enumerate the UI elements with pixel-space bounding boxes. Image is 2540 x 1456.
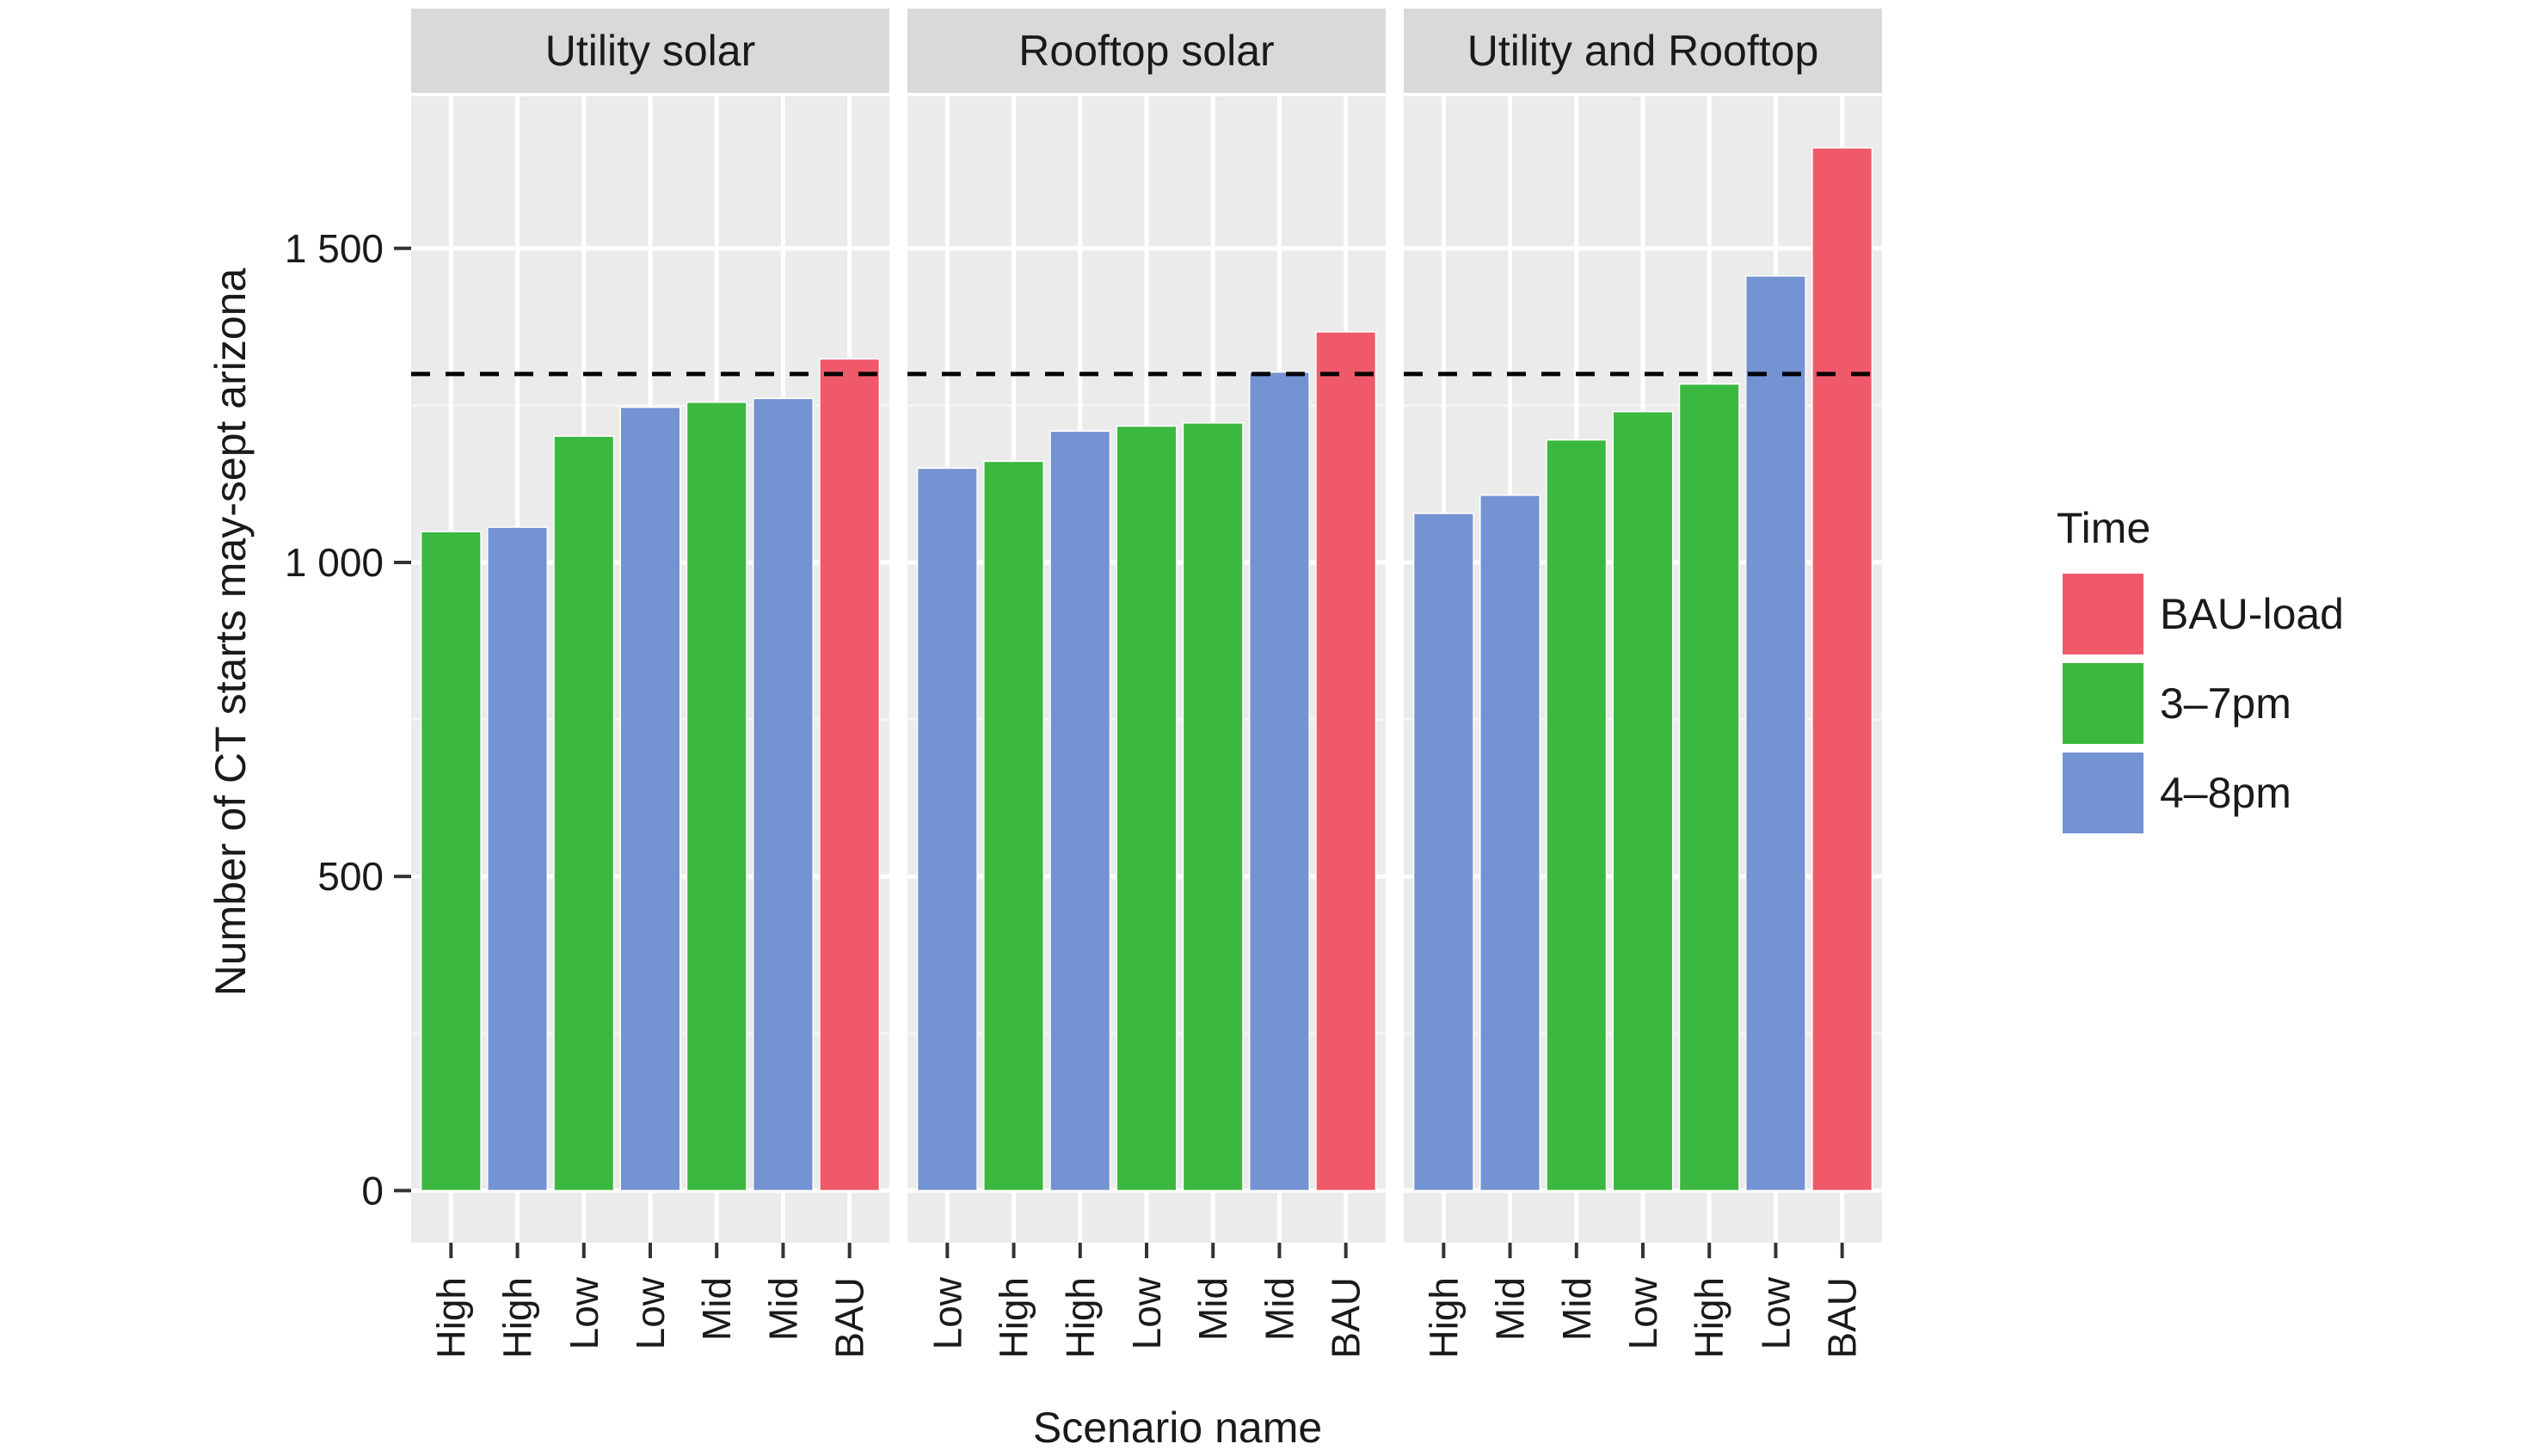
bar bbox=[1546, 439, 1608, 1192]
x-tick-label: Mid bbox=[1190, 1277, 1235, 1341]
bar bbox=[1612, 410, 1674, 1192]
x-tick-label: Low bbox=[1124, 1276, 1169, 1349]
facet-panel: Rooftop solar Low High High Low Mid Mid BAU bbox=[907, 9, 1386, 1359]
x-tick-label: High bbox=[1058, 1277, 1103, 1359]
bar bbox=[1315, 331, 1377, 1192]
bar bbox=[1116, 425, 1178, 1192]
facet-strip bbox=[411, 9, 889, 93]
bar bbox=[1811, 147, 1873, 1192]
x-tick-label: Low bbox=[562, 1276, 606, 1349]
legend-key bbox=[2061, 661, 2145, 746]
y-tick-label: 0 bbox=[361, 1168, 384, 1213]
legend-key bbox=[2061, 751, 2145, 835]
bar bbox=[916, 467, 978, 1192]
bar bbox=[686, 401, 747, 1192]
x-tick-label: High bbox=[428, 1277, 473, 1359]
bar bbox=[553, 435, 615, 1192]
x-tick-label: High bbox=[1687, 1277, 1731, 1359]
x-tick-label: Mid bbox=[694, 1277, 739, 1341]
legend-title: Time bbox=[2057, 504, 2150, 552]
x-tick-label: Mid bbox=[1554, 1277, 1599, 1341]
y-tick-label: 1 500 bbox=[285, 226, 384, 271]
facet-strip-title: Utility solar bbox=[545, 27, 755, 75]
bar bbox=[1678, 383, 1740, 1192]
bar bbox=[1412, 513, 1474, 1192]
legend: Time BAU-load 3–7pm 4–8pm bbox=[2057, 504, 2344, 835]
facet-strip bbox=[1404, 9, 1882, 93]
x-tick-label: BAU bbox=[1324, 1277, 1368, 1359]
bar bbox=[420, 531, 482, 1192]
x-tick-label: High bbox=[992, 1277, 1036, 1359]
x-tick-label: Low bbox=[628, 1276, 673, 1349]
x-tick-label: High bbox=[495, 1277, 540, 1359]
bar bbox=[752, 397, 814, 1192]
y-tick-label: 1 000 bbox=[285, 540, 384, 585]
bar bbox=[1049, 430, 1111, 1192]
x-tick-label: BAU bbox=[827, 1277, 872, 1359]
x-tick-label: Low bbox=[1753, 1276, 1798, 1349]
y-tick-label: 500 bbox=[317, 854, 384, 899]
facet-panel: Utility and Rooftop High Mid Mid Low High Low B… bbox=[1404, 9, 1882, 1359]
bar bbox=[1182, 422, 1244, 1192]
facet-strip-title: Rooftop solar bbox=[1018, 27, 1274, 75]
bar bbox=[1248, 371, 1310, 1192]
x-tick-label: High bbox=[1421, 1277, 1466, 1359]
facet-strip-title: Utility and Rooftop bbox=[1467, 27, 1819, 75]
legend-label: 4–8pm bbox=[2160, 769, 2291, 817]
bar bbox=[619, 406, 681, 1192]
bar bbox=[983, 460, 1045, 1192]
y-axis-title: Number of CT starts may-sept arizona bbox=[206, 268, 255, 997]
legend-label: 3–7pm bbox=[2160, 679, 2291, 728]
x-tick-label: BAU bbox=[1820, 1277, 1865, 1359]
bar bbox=[819, 358, 881, 1192]
x-tick-label: Low bbox=[925, 1276, 969, 1349]
legend-key bbox=[2061, 572, 2145, 656]
y-axis: 0 500 1 000 1 500 bbox=[285, 226, 411, 1213]
x-axis-title: Scenario name bbox=[1033, 1404, 1322, 1452]
x-tick-label: Low bbox=[1621, 1276, 1665, 1349]
legend-label: BAU-load bbox=[2160, 590, 2344, 638]
x-tick-label: Mid bbox=[1257, 1277, 1301, 1341]
x-tick-label: Mid bbox=[1488, 1277, 1533, 1341]
x-tick-label: Mid bbox=[760, 1277, 805, 1341]
bar bbox=[1744, 275, 1806, 1192]
bar bbox=[487, 526, 549, 1192]
facet-panel: Utility solar High High Low Low Mid Mid BAU bbox=[411, 9, 889, 1359]
facet-strip bbox=[907, 9, 1386, 93]
bar bbox=[1479, 495, 1541, 1192]
